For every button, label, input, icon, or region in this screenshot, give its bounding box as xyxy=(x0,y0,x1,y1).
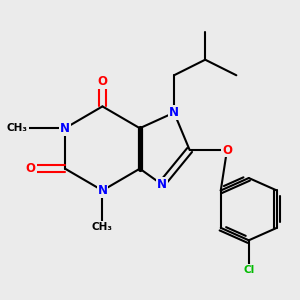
Text: N: N xyxy=(60,122,70,135)
Text: CH₃: CH₃ xyxy=(7,123,28,133)
Text: CH₃: CH₃ xyxy=(92,222,113,232)
Text: N: N xyxy=(169,106,179,119)
Text: O: O xyxy=(98,75,107,88)
Text: N: N xyxy=(157,178,166,191)
Text: Cl: Cl xyxy=(243,265,254,275)
Text: N: N xyxy=(98,184,107,197)
Text: O: O xyxy=(26,162,36,175)
Text: O: O xyxy=(222,143,232,157)
